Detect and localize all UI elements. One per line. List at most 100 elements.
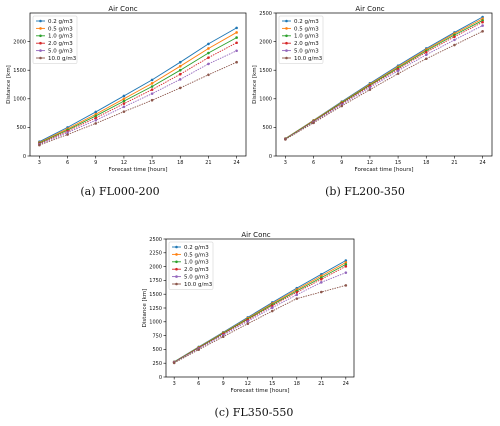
series-line-0 — [39, 27, 237, 143]
series-line-4 — [39, 50, 237, 145]
legend-marker — [39, 56, 42, 60]
series-line-4 — [173, 272, 346, 363]
series-line-4 — [285, 25, 483, 140]
data-point — [122, 94, 126, 98]
data-point — [235, 36, 238, 39]
data-point — [122, 102, 126, 105]
y-tick-label: 1750 — [149, 278, 162, 284]
data-point — [368, 86, 372, 89]
series-line-1 — [39, 32, 237, 143]
chart-caption-b: (b) FL200-350 — [325, 185, 405, 198]
chart-panel-b: Air Conc 3 6 9 12 15 18 21 24 0 500 1000 1500 2000 25… — [252, 5, 493, 198]
chart-title-b: Air Conc — [355, 5, 384, 13]
chart-panel-c: Air Conc 3 6 9 12 15 18 21 24 0 250 500 750 1000 1250… — [142, 231, 355, 419]
data-point — [453, 43, 456, 47]
data-point — [122, 110, 126, 113]
y-tick-label: 1500 — [149, 292, 162, 298]
legend-entry: 0.5 g/m3 — [48, 26, 73, 32]
x-tick-label: 24 — [479, 160, 485, 166]
data-point — [481, 30, 484, 33]
series-line-5 — [173, 284, 346, 364]
legend-entry: 0.5 g/m3 — [184, 252, 209, 258]
y-tick-label: 500 — [262, 125, 272, 131]
x-tick-label: 9 — [222, 381, 225, 387]
data-point — [235, 41, 238, 45]
data-point — [235, 60, 238, 64]
data-point — [453, 38, 456, 42]
y-tick-label: 2500 — [149, 237, 162, 243]
data-point — [481, 20, 484, 24]
data-point — [150, 85, 154, 88]
data-point — [396, 69, 400, 73]
y-tick-label: 250 — [152, 361, 162, 367]
x-tick-label: 3 — [38, 160, 41, 166]
data-point — [270, 306, 274, 310]
legend-entry: 5.0 g/m3 — [48, 49, 73, 55]
data-point — [270, 309, 274, 313]
chart-panel-a: Air Conc 3 6 9 12 15 18 21 24 0 500 1000 1500 2000 Fo… — [6, 5, 247, 198]
data-point — [295, 297, 299, 300]
legend-marker — [285, 19, 288, 23]
data-point — [150, 88, 154, 91]
data-point — [246, 319, 250, 323]
data-point — [295, 293, 299, 297]
data-point — [150, 78, 154, 82]
series-line-5 — [39, 61, 237, 146]
data-point — [320, 281, 323, 284]
legend-marker — [285, 41, 288, 45]
data-point — [94, 116, 98, 120]
legend-entry: 2.0 g/m3 — [294, 41, 319, 47]
data-point — [344, 271, 348, 274]
series-line-5 — [285, 30, 483, 140]
plot-frame — [29, 12, 247, 157]
x-tick-label: 24 — [233, 160, 239, 166]
series-line-2 — [39, 37, 237, 144]
data-point — [122, 105, 126, 109]
data-point — [207, 62, 210, 66]
data-point — [38, 143, 41, 147]
data-point — [94, 114, 98, 118]
x-tick-label: 21 — [318, 381, 324, 387]
legend-marker — [285, 27, 288, 30]
legend-entry: 0.2 g/m3 — [48, 19, 73, 25]
legend-marker — [175, 260, 178, 264]
legend-marker — [39, 19, 42, 23]
data-point — [312, 121, 315, 125]
legend-box — [32, 15, 78, 64]
y-tick-label: 1500 — [259, 68, 272, 74]
data-point — [197, 348, 200, 351]
data-point — [340, 104, 344, 108]
data-point — [424, 53, 428, 57]
x-tick-label: 6 — [66, 160, 69, 166]
x-tick-label: 9 — [340, 160, 343, 166]
x-tick-label: 12 — [121, 160, 127, 166]
data-point — [246, 322, 250, 326]
x-tick-label: 15 — [149, 160, 155, 166]
y-tick-label: 2500 — [259, 11, 272, 17]
legend-marker — [175, 267, 178, 271]
legend-entry: 0.5 g/m3 — [294, 26, 319, 32]
y-tick-label: 0 — [159, 375, 162, 381]
legend-marker — [285, 34, 288, 38]
legend-marker — [175, 245, 178, 249]
data-point — [66, 133, 69, 136]
data-point — [295, 290, 299, 294]
series-line-3 — [39, 42, 237, 145]
y-tick-label: 1000 — [149, 320, 162, 326]
legend-marker — [39, 41, 42, 45]
legend-entry: 2.0 g/m3 — [184, 267, 209, 273]
y-tick-label: 0 — [269, 154, 272, 160]
data-point — [481, 24, 484, 27]
y-tick-label: 500 — [16, 125, 26, 131]
data-point — [235, 49, 238, 53]
data-point — [150, 92, 154, 95]
legend-marker — [39, 49, 42, 52]
data-point — [178, 86, 182, 90]
y-tick-label: 1000 — [259, 97, 272, 103]
data-point — [344, 263, 348, 266]
data-point — [344, 261, 348, 264]
data-point — [178, 60, 182, 64]
legend-entry: 10.0 g/m3 — [294, 56, 323, 62]
data-point — [344, 265, 348, 268]
